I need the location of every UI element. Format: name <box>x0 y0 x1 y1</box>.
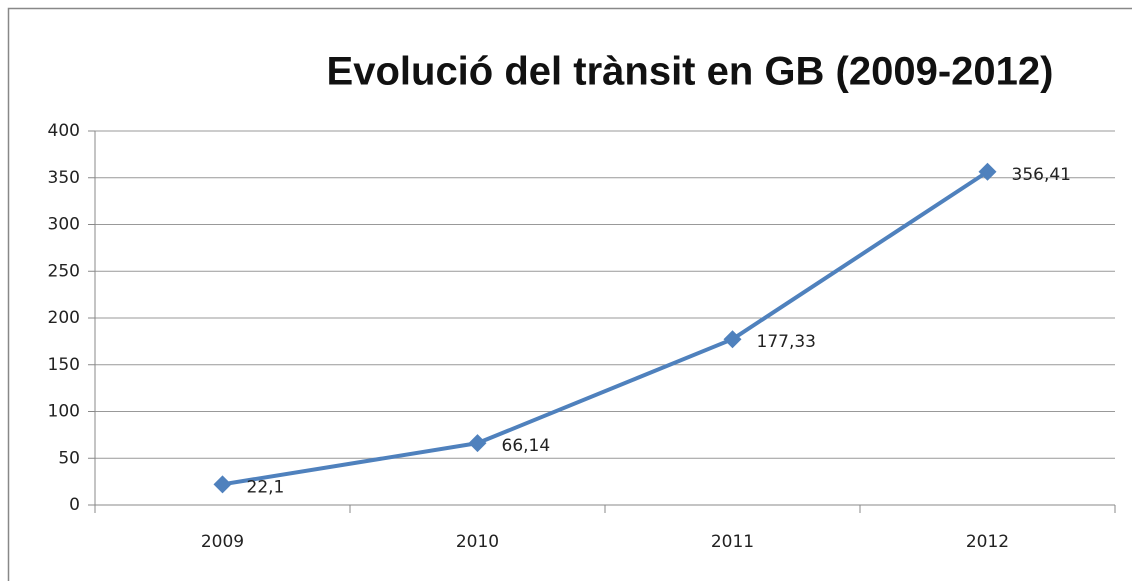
y-tick-label: 100 <box>48 402 80 422</box>
data-point <box>723 330 742 349</box>
y-tick-label: 300 <box>48 215 80 235</box>
y-tick-label: 350 <box>48 168 80 188</box>
y-tick-label: 200 <box>48 308 80 328</box>
data-label: 356,41 <box>1012 165 1071 185</box>
y-tick-label: 50 <box>58 448 80 468</box>
y-tick-label: 400 <box>48 121 80 141</box>
data-label: 177,33 <box>757 332 816 352</box>
x-tick-label: 2009 <box>201 532 244 552</box>
data-point <box>978 162 997 181</box>
data-label: 22,1 <box>247 477 285 497</box>
y-tick-label: 150 <box>48 355 80 375</box>
data-label: 66,14 <box>502 436 551 456</box>
y-tick-label: 0 <box>69 495 80 515</box>
x-tick-label: 2011 <box>711 532 754 552</box>
x-tick-label: 2010 <box>456 532 499 552</box>
data-point <box>468 434 487 453</box>
data-point <box>213 475 232 494</box>
series-line <box>222 170 989 487</box>
chart-title: Evolució del trànsit en GB (2009-2012) <box>327 50 1054 94</box>
chart-border <box>7 7 1132 581</box>
x-tick-label: 2012 <box>966 532 1009 552</box>
y-tick-label: 250 <box>48 261 80 281</box>
